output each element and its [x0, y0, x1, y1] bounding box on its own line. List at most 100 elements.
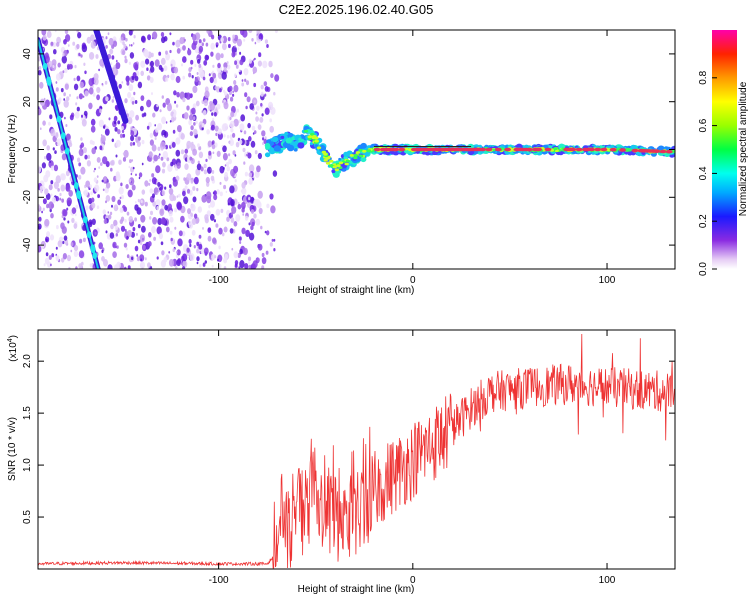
- noise-point: [172, 179, 178, 187]
- noise-point: [70, 249, 73, 253]
- noise-point: [190, 125, 194, 131]
- noise-point: [149, 139, 154, 146]
- noise-point: [143, 112, 147, 117]
- noise-point: [54, 30, 57, 33]
- noise-point: [160, 32, 165, 37]
- noise-point: [207, 235, 212, 242]
- signal-peak: [665, 149, 673, 154]
- signal-point: [285, 137, 292, 144]
- noise-point: [234, 60, 238, 65]
- noise-point: [101, 255, 105, 262]
- noise-point: [159, 208, 165, 216]
- noise-point: [146, 99, 152, 108]
- noise-point: [204, 112, 206, 115]
- noise-point: [153, 154, 158, 162]
- noise-point: [196, 163, 202, 171]
- noise-point: [238, 119, 241, 123]
- noise-point: [141, 251, 144, 255]
- signal-point-strong: [345, 159, 351, 163]
- noise-point: [210, 51, 214, 57]
- noise-point: [167, 74, 170, 79]
- noise-point: [223, 226, 228, 233]
- noise-point: [171, 141, 176, 148]
- signal-point-strong: [344, 162, 349, 166]
- noise-point: [252, 66, 258, 74]
- noise-point: [61, 55, 67, 64]
- noise-point: [151, 144, 157, 152]
- noise-point: [140, 105, 144, 112]
- noise-point: [212, 237, 217, 244]
- noise-point: [128, 84, 134, 91]
- noise-point: [73, 77, 76, 81]
- noise-point: [62, 253, 67, 260]
- noise-point: [175, 137, 181, 145]
- track-point: [76, 192, 82, 200]
- noise-point: [150, 66, 155, 73]
- noise-point: [265, 250, 269, 255]
- noise-point: [89, 184, 92, 189]
- noise-point: [175, 149, 181, 157]
- noise-point: [156, 206, 160, 211]
- noise-point: [218, 245, 221, 250]
- colorbar-label: Normalized spectral amplitude: [738, 81, 749, 216]
- noise-point: [206, 129, 210, 135]
- noise-point: [64, 116, 66, 120]
- noise-point: [260, 225, 263, 230]
- noise-point: [53, 49, 57, 55]
- noise-point: [153, 236, 157, 241]
- noise-point: [273, 238, 276, 242]
- noise-point: [91, 147, 96, 155]
- signal-point-strong: [336, 164, 341, 168]
- noise-point: [233, 84, 239, 93]
- noise-point: [80, 142, 85, 148]
- noise-point: [230, 96, 234, 102]
- noise-point: [90, 118, 96, 126]
- noise-point: [244, 78, 247, 83]
- noise-point: [118, 159, 122, 165]
- noise-point: [135, 200, 137, 204]
- noise-point: [269, 125, 275, 133]
- noise-point: [144, 257, 147, 261]
- noise-point: [105, 45, 108, 49]
- noise-point: [241, 227, 246, 235]
- noise-point: [42, 139, 47, 147]
- signal-point-strong: [334, 168, 340, 172]
- noise-point: [145, 58, 150, 65]
- noise-point: [217, 258, 219, 262]
- noise-point: [112, 251, 117, 258]
- noise-point: [259, 116, 264, 123]
- noise-point: [66, 197, 73, 206]
- noise-point: [107, 32, 110, 36]
- noise-point: [211, 112, 214, 116]
- noise-point: [60, 222, 65, 230]
- noise-point: [186, 247, 190, 253]
- noise-point: [191, 42, 197, 50]
- noise-point: [55, 73, 61, 81]
- noise-point: [114, 126, 118, 132]
- noise-point: [258, 52, 262, 58]
- noise-point: [167, 203, 172, 210]
- noise-point: [174, 207, 178, 213]
- noise-point: [255, 111, 258, 115]
- noise-point: [189, 114, 194, 121]
- noise-point: [155, 127, 159, 133]
- noise-point: [190, 179, 194, 184]
- noise-point: [160, 241, 164, 246]
- noise-point: [215, 107, 218, 111]
- noise-point: [73, 245, 79, 252]
- noise-point: [120, 36, 124, 41]
- noise-point: [202, 262, 206, 267]
- noise-point: [214, 86, 218, 90]
- noise-point: [90, 125, 96, 133]
- noise-point: [176, 91, 180, 98]
- noise-point: [239, 123, 245, 131]
- noise-point: [254, 170, 260, 178]
- noise-point: [219, 191, 223, 197]
- signal-point: [343, 151, 349, 157]
- noise-point: [89, 139, 93, 145]
- noise-point: [103, 176, 107, 182]
- noise-point: [257, 60, 262, 67]
- noise-point: [176, 201, 182, 210]
- y-tick-label: 1.5: [22, 406, 33, 420]
